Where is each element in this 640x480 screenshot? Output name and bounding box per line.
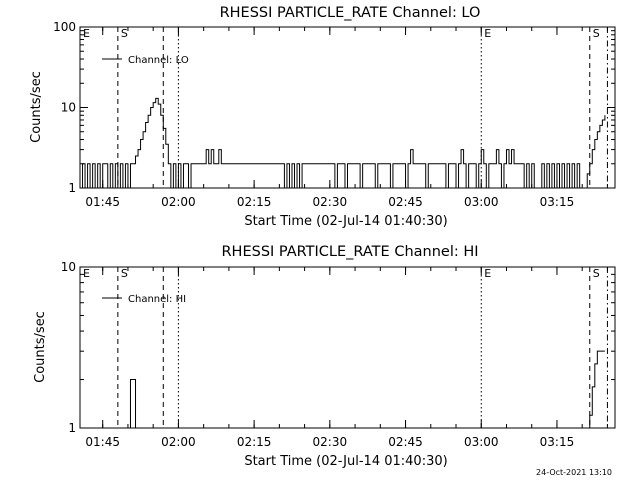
legend-lo: Channel: LO — [102, 55, 189, 66]
time-marker-label: E — [484, 267, 491, 280]
x-tick-label: 02:45 — [388, 195, 423, 209]
x-tick-label: 02:30 — [313, 435, 348, 449]
x-tick-label: 01:45 — [85, 195, 120, 209]
series-group-hi — [125, 350, 605, 429]
series-line — [125, 350, 605, 429]
y-tick-label: 10 — [61, 101, 76, 115]
y-axis-label-lo: Counts/sec — [29, 71, 44, 143]
x-tick-label: 02:15 — [237, 435, 272, 449]
lo-channel-panel: RHESSI PARTICLE_RATE Channel: LO Counts/… — [29, 5, 616, 229]
time-marker-label: S — [121, 27, 128, 40]
chart-title-lo: RHESSI PARTICLE_RATE Channel: LO — [220, 5, 481, 21]
x-tick-label: 02:15 — [237, 195, 272, 209]
legend-hi: Channel: HI — [102, 294, 186, 305]
series-group-lo — [80, 97, 606, 189]
x-tick-label: 03:00 — [464, 435, 499, 449]
x-axis-label-hi: Start Time (02-Jul-14 01:40:30) — [244, 454, 447, 469]
series-line — [80, 97, 606, 189]
x-tick-label: 02:00 — [161, 195, 196, 209]
tick-group-lo: 01:45 02:00 02:15 02:30 02:45 03:00 03:15 1 10 10… — [53, 20, 615, 209]
x-tick-label: 02:30 — [313, 195, 348, 209]
x-tick-label: 02:45 — [388, 435, 423, 449]
x-tick-label: 02:00 — [161, 435, 196, 449]
legend-label-lo: Channel: LO — [128, 55, 189, 66]
time-marker-label: E — [83, 267, 90, 280]
tick-group-hi: 01:45 02:00 02:15 02:30 02:45 03:00 03:15 1 10 — [61, 260, 615, 449]
x-axis-label-lo: Start Time (02-Jul-14 01:40:30) — [244, 214, 447, 229]
x-tick-label: 03:00 — [464, 195, 499, 209]
x-tick-label: 03:15 — [540, 435, 575, 449]
x-tick-label: 01:45 — [85, 435, 120, 449]
hi-channel-panel: RHESSI PARTICLE_RATE Channel: HI Counts/… — [33, 244, 616, 469]
y-tick-label: 1 — [68, 181, 76, 195]
time-marker-label: S — [593, 267, 600, 280]
chart-title-hi: RHESSI PARTICLE_RATE Channel: HI — [221, 244, 478, 260]
y-axis-label-hi: Counts/sec — [33, 311, 48, 383]
legend-label-hi: Channel: HI — [128, 294, 186, 305]
y-tick-label: 100 — [53, 20, 76, 34]
y-tick-label: 10 — [61, 260, 76, 274]
time-marker-label: S — [593, 27, 600, 40]
footer-timestamp: 24-Oct-2021 13:10 — [536, 468, 612, 477]
x-tick-label: 03:15 — [540, 195, 575, 209]
y-tick-label: 1 — [68, 421, 76, 435]
plot-frame-hi — [79, 266, 616, 429]
time-marker-label: S — [121, 267, 128, 280]
time-marker-label: E — [484, 27, 491, 40]
time-marker-label: E — [83, 27, 90, 40]
